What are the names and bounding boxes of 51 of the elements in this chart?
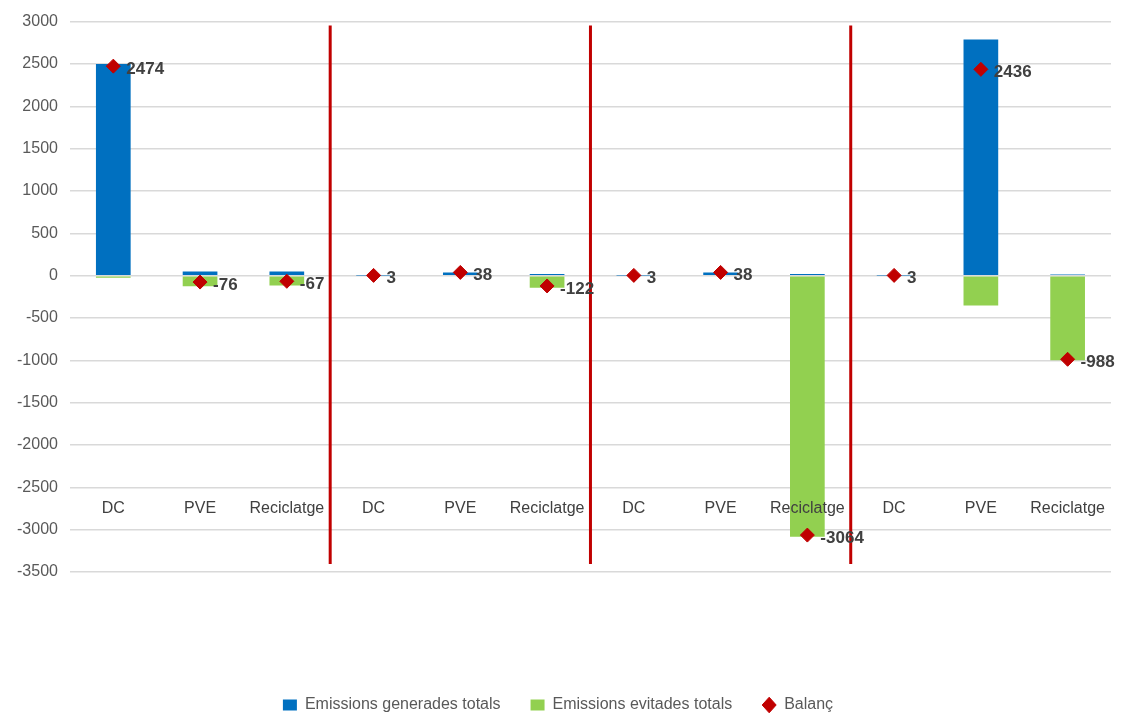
data-label: 38	[733, 265, 753, 285]
y-tick-label: -1000	[17, 350, 59, 368]
x-tick-label: Reciclatge	[1030, 499, 1106, 517]
data-label: -67	[299, 273, 325, 293]
legend-label: Emissions generades totals	[304, 695, 501, 713]
data-label: 3	[646, 268, 657, 288]
point	[886, 267, 902, 283]
point	[105, 58, 121, 74]
legend-label: Balanç	[784, 695, 834, 713]
point	[713, 264, 729, 280]
point	[973, 61, 989, 77]
point	[539, 278, 555, 294]
point	[626, 267, 642, 283]
point	[279, 273, 295, 289]
data-label: -988	[1080, 351, 1115, 371]
y-tick-label: 1500	[22, 139, 59, 157]
bar	[182, 271, 218, 275]
x-tick-label: PVE	[704, 499, 737, 517]
point	[799, 527, 815, 543]
y-tick-label: 0	[49, 266, 59, 284]
legend-label: Emissions evitades totals	[552, 695, 733, 713]
y-tick-label: 1000	[22, 181, 59, 199]
data-label: 3	[386, 268, 397, 288]
y-tick-label: 2500	[22, 54, 59, 72]
x-tick-label: PVE	[184, 499, 217, 517]
x-tick-label: Reciclatge	[509, 499, 585, 517]
y-tick-label: 3000	[22, 12, 59, 30]
y-tick-label: -2000	[17, 435, 59, 453]
bar	[963, 276, 999, 306]
y-tick-label: -1500	[17, 393, 59, 411]
y-tick-label: 500	[31, 223, 59, 241]
point	[1060, 351, 1076, 367]
y-tick-label: -3500	[17, 562, 59, 580]
x-tick-label: PVE	[444, 499, 477, 517]
bar	[269, 271, 305, 275]
y-tick-label: -2500	[17, 477, 59, 495]
x-tick-label: DC	[882, 499, 906, 517]
x-tick-label: DC	[622, 499, 646, 517]
data-label: 38	[473, 265, 493, 285]
y-tick-label: -500	[25, 308, 59, 326]
x-tick-label: DC	[101, 499, 125, 517]
y-tick-label: -3000	[17, 520, 59, 538]
x-tick-label: PVE	[964, 499, 997, 517]
data-label: 3	[907, 268, 917, 288]
x-tick-label: Reciclatge	[249, 499, 325, 517]
y-tick-label: 2000	[22, 96, 59, 114]
data-label: -76	[213, 274, 238, 294]
x-tick-label: DC	[362, 499, 386, 517]
point	[452, 264, 468, 280]
point	[192, 274, 208, 290]
point	[366, 267, 382, 283]
